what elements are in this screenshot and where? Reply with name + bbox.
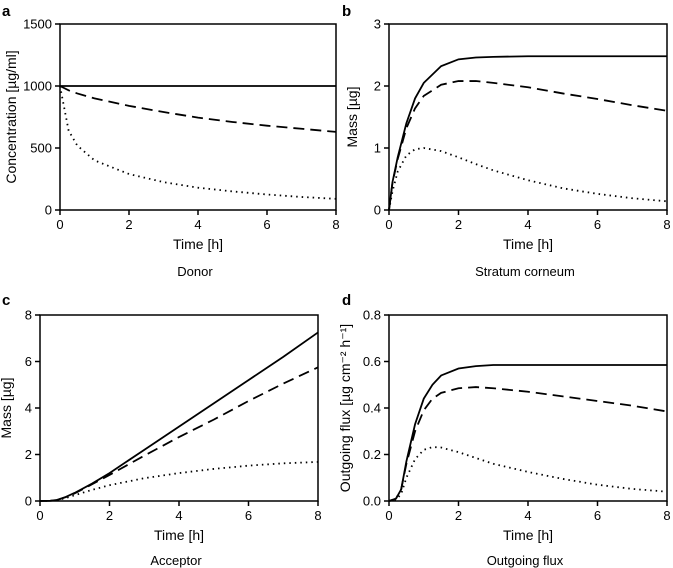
panel-label: b xyxy=(342,3,351,20)
y-tick-label: 0 xyxy=(374,203,381,218)
x-tick-label: 6 xyxy=(245,508,252,523)
x-tick-label: 6 xyxy=(594,508,601,523)
y-axis-title: Outgoing flux [µg cm⁻² h⁻¹] xyxy=(337,324,353,492)
y-tick-label: 2 xyxy=(374,79,381,94)
x-tick-label: 4 xyxy=(524,217,531,232)
x-tick-label: 2 xyxy=(125,217,132,232)
y-axis-title: Concentration [µg/ml] xyxy=(3,50,19,183)
y-tick-label: 0 xyxy=(25,494,32,509)
x-tick-label: 4 xyxy=(524,508,531,523)
panel-c: c 0 2 4 6 8 0 2 4 6 8 Time [h] Mass [µg] Acceptor xyxy=(0,292,322,568)
x-tick-label: 6 xyxy=(263,217,270,232)
panel-d: d 0 2 4 6 8 0.0 0.2 0.4 0.6 0.8 Time [h] Outgoing fl… xyxy=(337,292,671,568)
series-solid-line xyxy=(39,331,319,502)
x-tick-label: 8 xyxy=(663,217,670,232)
y-tick-label: 1000 xyxy=(23,79,52,94)
panel-caption: Outgoing flux xyxy=(487,553,564,568)
x-tick-label: 4 xyxy=(194,217,201,232)
x-tick-label: 6 xyxy=(594,217,601,232)
y-axis-title: Mass [µg] xyxy=(344,87,360,148)
plot-frame xyxy=(39,314,319,502)
plot-frame xyxy=(388,314,668,502)
x-tick-label: 2 xyxy=(455,508,462,523)
x-tick-label: 8 xyxy=(314,508,321,523)
panel-caption: Stratum corneum xyxy=(475,264,575,279)
panel-caption: Acceptor xyxy=(150,553,202,568)
y-tick-label: 6 xyxy=(25,354,32,369)
series-dashed-line xyxy=(388,386,668,502)
x-tick-label: 4 xyxy=(175,508,182,523)
y-tick-label: 1500 xyxy=(23,17,52,32)
y-tick-label: 0.4 xyxy=(363,401,381,416)
y-tick-label: 0.6 xyxy=(363,354,381,369)
x-tick-label: 8 xyxy=(332,217,339,232)
x-axis-title: Time [h] xyxy=(503,527,553,543)
panel-a: a 0 2 4 6 8 0 500 1000 1500 Time [h] Concentration … xyxy=(2,3,340,279)
x-tick-label: 0 xyxy=(56,217,63,232)
series-dashed-line xyxy=(388,80,668,211)
x-axis-title: Time [h] xyxy=(173,236,223,252)
plot-frame xyxy=(388,23,668,211)
series-dotted-line xyxy=(39,461,319,502)
series-dashed-line xyxy=(59,85,337,133)
y-tick-label: 1 xyxy=(374,141,381,156)
y-tick-label: 0 xyxy=(45,203,52,218)
series-dotted-line xyxy=(59,85,337,200)
x-tick-label: 0 xyxy=(385,508,392,523)
panel-caption: Donor xyxy=(177,264,213,279)
y-tick-label: 0.0 xyxy=(363,494,381,509)
x-tick-label: 2 xyxy=(455,217,462,232)
y-tick-label: 0.8 xyxy=(363,308,381,323)
series-dotted-line xyxy=(388,446,668,502)
x-axis-title: Time [h] xyxy=(154,527,204,543)
y-tick-label: 3 xyxy=(374,17,381,32)
x-tick-label: 2 xyxy=(106,508,113,523)
series-solid-line xyxy=(388,364,667,502)
y-tick-label: 4 xyxy=(25,401,32,416)
x-tick-label: 8 xyxy=(663,508,670,523)
panel-label: c xyxy=(2,292,10,309)
x-tick-label: 0 xyxy=(385,217,392,232)
y-tick-label: 2 xyxy=(25,447,32,462)
panel-b: b 0 2 4 6 8 0 1 2 3 Time [h] Mass [µg] Stratum corne… xyxy=(342,3,671,279)
panel-label: a xyxy=(2,3,11,20)
series-dashed-line xyxy=(39,366,319,502)
x-axis-title: Time [h] xyxy=(503,236,553,252)
series-dotted-line xyxy=(388,147,668,211)
panel-label: d xyxy=(342,292,351,309)
y-tick-label: 500 xyxy=(30,141,52,156)
y-tick-label: 0.2 xyxy=(363,447,381,462)
x-tick-label: 0 xyxy=(36,508,43,523)
series-solid-line xyxy=(388,55,667,211)
y-axis-title: Mass [µg] xyxy=(0,378,14,439)
y-tick-label: 8 xyxy=(25,308,32,323)
